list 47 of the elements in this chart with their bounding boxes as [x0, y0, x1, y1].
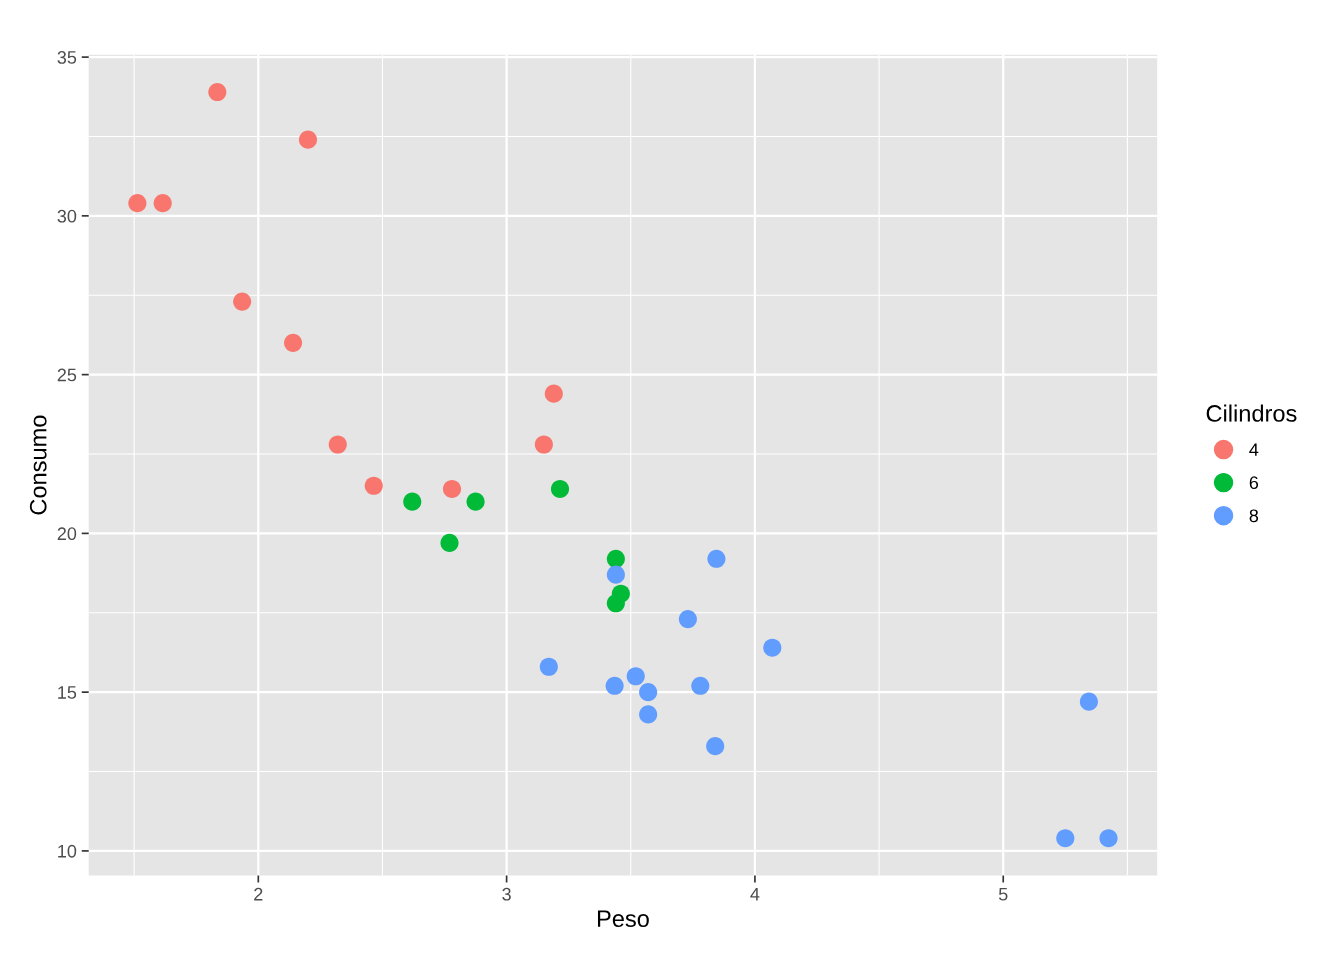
x-tick-label: 5: [998, 887, 1008, 901]
point: [298, 130, 318, 149]
point: [440, 533, 459, 552]
point: [539, 657, 558, 676]
x-axis-title: Peso: [597, 910, 649, 928]
x-tick-label: 4: [750, 887, 760, 901]
point: [691, 676, 710, 695]
legend-title: Cilindros: [1206, 404, 1297, 422]
legend-label: 8: [1249, 509, 1259, 523]
legend-label: 4: [1249, 443, 1259, 456]
point: [233, 292, 252, 311]
y-tick-label: 35: [57, 51, 77, 64]
point: [466, 492, 485, 511]
point: [128, 194, 147, 213]
legend-label: 6: [1249, 476, 1259, 490]
y-tick-label: 10: [58, 844, 77, 858]
point: [153, 194, 172, 213]
point: [605, 676, 624, 695]
point: [639, 683, 658, 702]
y-tick-label: 20: [57, 527, 77, 541]
point: [544, 384, 563, 403]
y-tick-label: 15: [58, 686, 77, 699]
y-tick-label: 30: [57, 209, 77, 223]
point: [707, 549, 726, 568]
point: [678, 610, 697, 629]
point: [606, 549, 625, 568]
x-tick-label: 3: [502, 887, 511, 901]
point: [706, 737, 725, 756]
point: [606, 565, 625, 584]
x-tick-label: 2: [254, 887, 263, 901]
y-axis-title: Consumo: [29, 415, 47, 515]
point: [328, 435, 347, 454]
point: [534, 435, 553, 454]
point: [403, 492, 422, 511]
point: [442, 479, 462, 498]
point: [364, 476, 383, 495]
point: [626, 667, 645, 686]
point: [550, 479, 570, 498]
point: [1056, 829, 1075, 848]
point: [763, 638, 782, 657]
point: [606, 594, 625, 613]
point: [1079, 692, 1098, 711]
point: [1099, 829, 1118, 848]
y-tick-label: 25: [57, 368, 77, 382]
point: [284, 333, 303, 352]
point: [208, 82, 227, 102]
point: [639, 705, 658, 724]
